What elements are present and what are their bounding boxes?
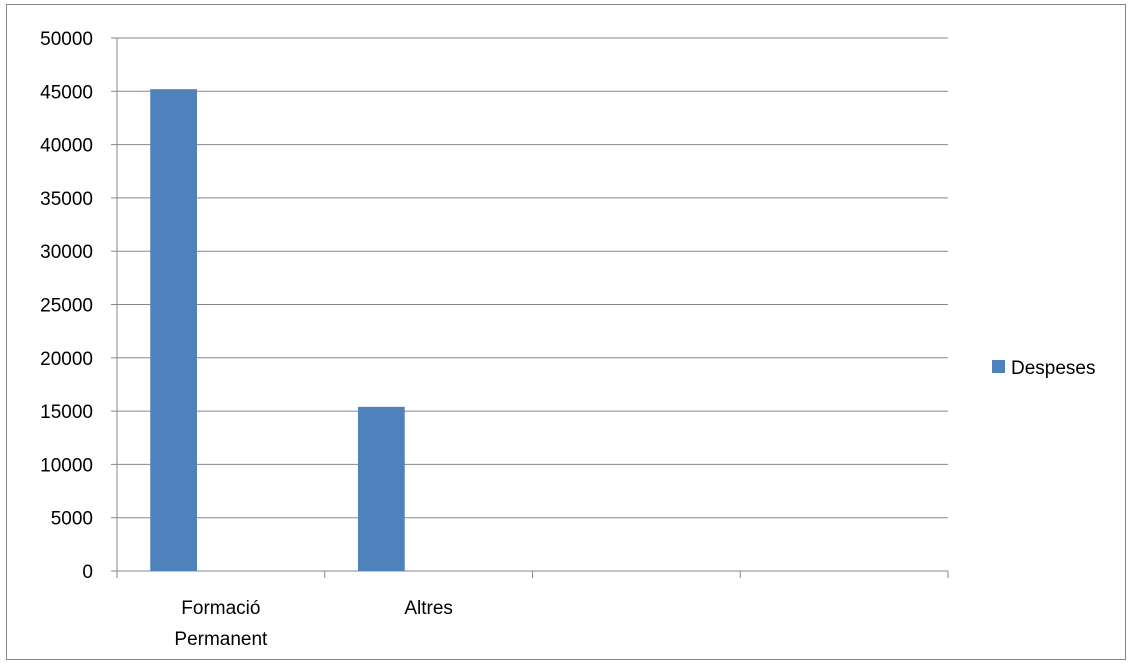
x-category-label: Altres <box>404 598 453 619</box>
y-tick-label: 45000 <box>40 82 93 103</box>
legend-label-despeses: Despeses <box>1011 358 1096 379</box>
y-tick-label: 20000 <box>40 349 93 370</box>
labels: 0 5000 10000 15000 20000 25000 30000 35000 40000… <box>40 29 453 650</box>
y-tick-label: 40000 <box>40 136 93 157</box>
y-tick-label: 35000 <box>40 189 93 210</box>
x-category-label: Formació <box>181 598 260 619</box>
y-tick-label: 0 <box>82 562 93 583</box>
y-tick-label: 15000 <box>40 402 93 423</box>
bar-1 <box>357 406 405 571</box>
x-category-label: Permanent <box>174 629 268 650</box>
axes <box>111 37 949 578</box>
y-tick-label: 30000 <box>40 242 93 263</box>
y-tick-label: 50000 <box>40 29 93 50</box>
gridlines <box>117 37 948 519</box>
y-tick-label: 10000 <box>40 455 93 476</box>
y-tick-label: 5000 <box>51 509 93 530</box>
legend: Despeses <box>992 358 1096 379</box>
y-tick-label: 25000 <box>40 296 93 317</box>
bars <box>150 89 405 571</box>
legend-swatch-despeses <box>992 360 1005 373</box>
bar-0 <box>150 89 197 571</box>
